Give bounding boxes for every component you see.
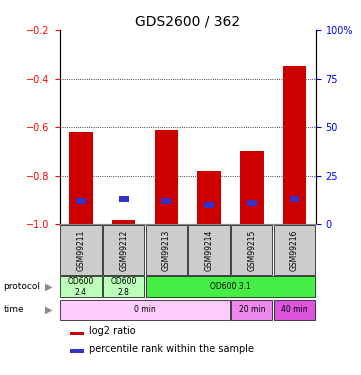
FancyBboxPatch shape <box>103 225 144 275</box>
Bar <box>204 201 214 208</box>
Text: GSM99211: GSM99211 <box>77 230 86 271</box>
FancyBboxPatch shape <box>146 225 187 275</box>
Bar <box>70 350 84 353</box>
Bar <box>197 171 221 224</box>
Text: GSM99212: GSM99212 <box>119 230 128 271</box>
Text: OD600 3.1: OD600 3.1 <box>210 282 251 291</box>
Bar <box>247 200 257 206</box>
Text: GSM99216: GSM99216 <box>290 230 299 271</box>
FancyBboxPatch shape <box>231 225 273 275</box>
Bar <box>119 196 129 202</box>
Bar <box>112 219 135 224</box>
Text: OD600
2.4: OD600 2.4 <box>68 277 94 297</box>
Text: protocol: protocol <box>4 282 40 291</box>
FancyBboxPatch shape <box>103 276 144 297</box>
FancyBboxPatch shape <box>274 225 315 275</box>
Bar <box>283 66 306 224</box>
Text: 40 min: 40 min <box>281 306 308 315</box>
Bar <box>70 332 84 335</box>
Text: 20 min: 20 min <box>239 306 265 315</box>
Text: percentile rank within the sample: percentile rank within the sample <box>89 344 254 354</box>
Text: OD600
2.8: OD600 2.8 <box>110 277 137 297</box>
FancyBboxPatch shape <box>60 276 101 297</box>
Text: ▶: ▶ <box>45 305 52 315</box>
Text: GSM99214: GSM99214 <box>205 230 214 271</box>
Bar <box>290 196 300 202</box>
Title: GDS2600 / 362: GDS2600 / 362 <box>135 15 240 29</box>
Text: log2 ratio: log2 ratio <box>89 326 136 336</box>
FancyBboxPatch shape <box>60 225 101 275</box>
FancyBboxPatch shape <box>188 225 230 275</box>
Bar <box>161 198 171 204</box>
FancyBboxPatch shape <box>60 300 230 320</box>
Text: ▶: ▶ <box>45 282 52 292</box>
Bar <box>69 132 93 224</box>
Bar <box>76 198 86 204</box>
FancyBboxPatch shape <box>146 276 315 297</box>
FancyBboxPatch shape <box>274 300 315 320</box>
Text: GSM99213: GSM99213 <box>162 230 171 271</box>
Text: time: time <box>4 306 24 315</box>
Text: 0 min: 0 min <box>134 306 156 315</box>
Bar <box>240 152 264 224</box>
Bar <box>155 130 178 224</box>
FancyBboxPatch shape <box>231 300 273 320</box>
Text: GSM99215: GSM99215 <box>247 230 256 271</box>
